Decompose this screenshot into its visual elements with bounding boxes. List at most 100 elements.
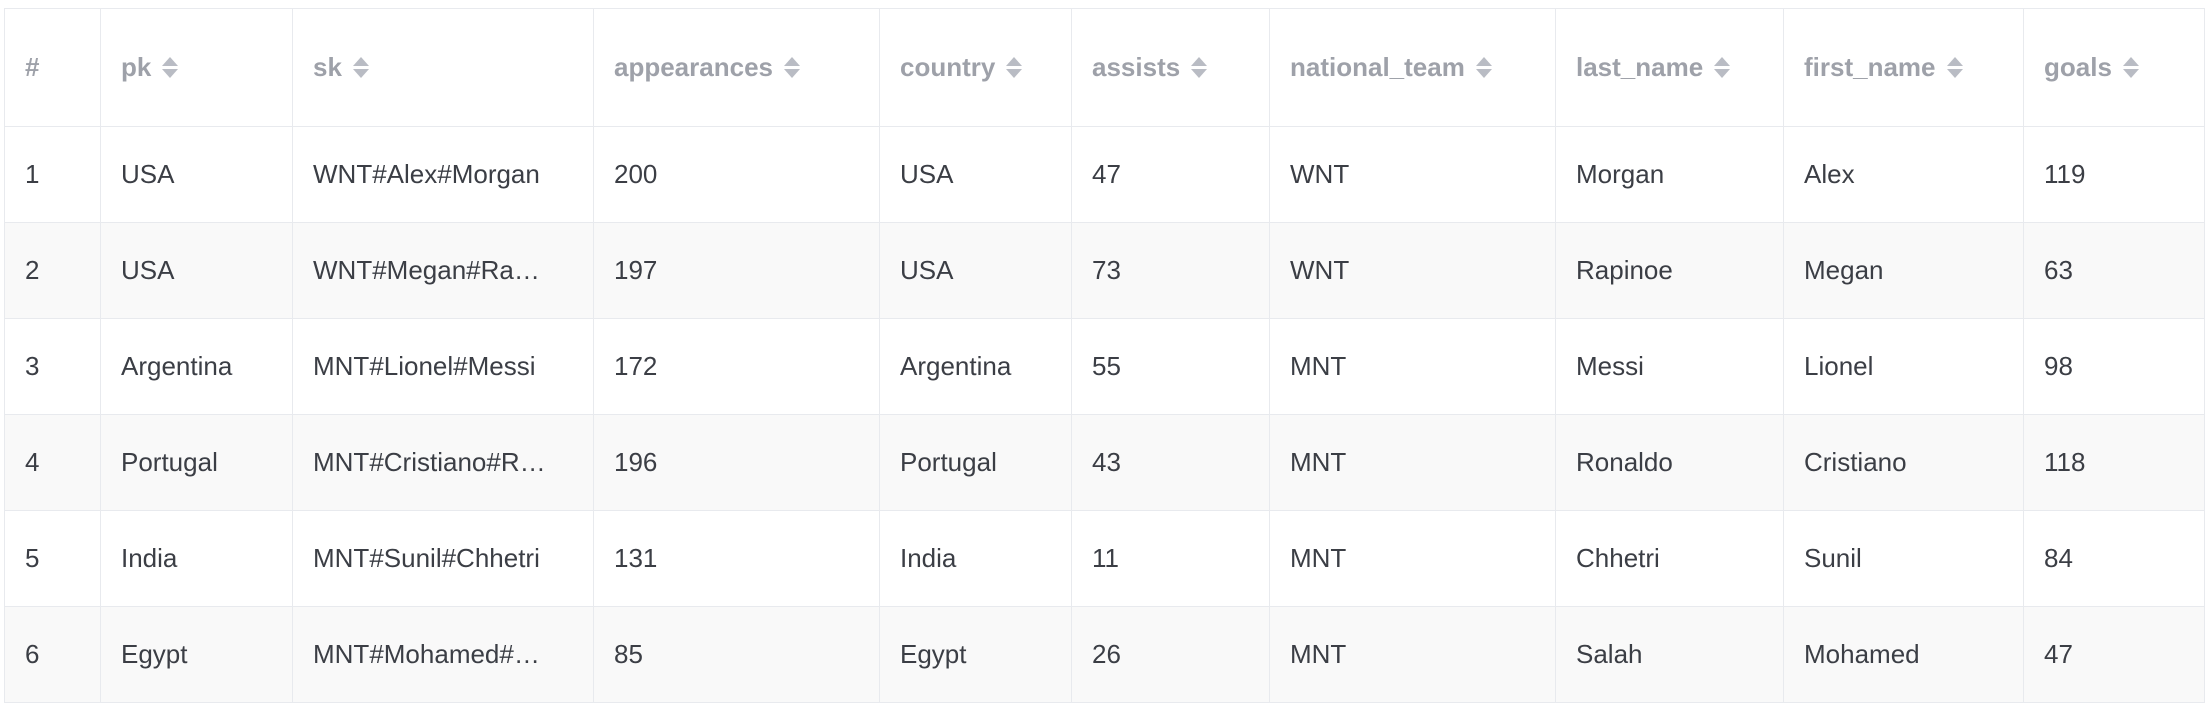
table-cell-sk: WNT#Megan#Ra…: [292, 222, 594, 319]
sort-descending-icon: [1475, 69, 1492, 78]
column-header-content: sk: [313, 52, 369, 83]
table-cell-first-name: Megan: [1783, 222, 2024, 319]
sort-icon[interactable]: [1714, 57, 1731, 78]
column-header-label: first_name: [1804, 52, 1936, 82]
sort-icon[interactable]: [1191, 57, 1208, 78]
table-cell-country: Egypt: [879, 606, 1072, 703]
table-cell-sk: MNT#Lionel#Messi: [292, 318, 594, 415]
table-cell-sk: MNT#Cristiano#R…: [292, 414, 594, 511]
table-row[interactable]: 4 Portugal MNT#Cristiano#R… 196 Portugal 43 MN…: [4, 414, 2205, 511]
table-cell-country: USA: [879, 222, 1072, 319]
table-cell-sk: MNT#Mohamed#…: [292, 606, 594, 703]
table-cell-goals: 84: [2023, 510, 2205, 607]
table-cell-pk: USA: [100, 126, 293, 223]
sort-ascending-icon: [1946, 57, 1963, 66]
table-cell-assists: 47: [1071, 126, 1270, 223]
table-cell-goals: 63: [2023, 222, 2205, 319]
table-header: # pk sk appearances country assists national_t…: [4, 8, 2205, 127]
sort-ascending-icon: [1191, 57, 1208, 66]
table-cell-pk: India: [100, 510, 293, 607]
table-cell-country: India: [879, 510, 1072, 607]
column-header-label: national_team: [1290, 52, 1465, 82]
table-row[interactable]: 3 Argentina MNT#Lionel#Messi 172 Argentina 55…: [4, 318, 2205, 415]
column-header-content: first_name: [1804, 52, 1963, 83]
table-cell-national-team: MNT: [1269, 606, 1556, 703]
sort-icon[interactable]: [783, 57, 800, 78]
column-header-goals[interactable]: goals: [2023, 8, 2205, 127]
table-cell-appearances: 131: [593, 510, 880, 607]
table-cell-index: 1: [4, 126, 101, 223]
data-table: # pk sk appearances country assists national_t…: [4, 8, 2205, 703]
table-row[interactable]: 5 India MNT#Sunil#Chhetri 131 India 11 MNT Chhe…: [4, 510, 2205, 607]
table-cell-appearances: 196: [593, 414, 880, 511]
column-header-national-team[interactable]: national_team: [1269, 8, 1556, 127]
column-header-label: assists: [1092, 52, 1181, 82]
sort-icon[interactable]: [1475, 57, 1492, 78]
table-cell-pk: USA: [100, 222, 293, 319]
sort-ascending-icon: [1475, 57, 1492, 66]
sort-icon[interactable]: [1946, 57, 1963, 78]
sort-ascending-icon: [1006, 57, 1023, 66]
column-header-assists[interactable]: assists: [1071, 8, 1270, 127]
table-cell-first-name: Alex: [1783, 126, 2024, 223]
column-header-country[interactable]: country: [879, 8, 1072, 127]
sort-descending-icon: [2122, 69, 2139, 78]
column-header-sk[interactable]: sk: [292, 8, 594, 127]
table-cell-first-name: Sunil: [1783, 510, 2024, 607]
table-cell-country: Portugal: [879, 414, 1072, 511]
column-header-content: assists: [1092, 52, 1208, 83]
table-cell-last-name: Rapinoe: [1555, 222, 1784, 319]
table-cell-national-team: MNT: [1269, 414, 1556, 511]
sort-descending-icon: [352, 69, 369, 78]
table-cell-appearances: 85: [593, 606, 880, 703]
table-cell-national-team: MNT: [1269, 318, 1556, 415]
table-row[interactable]: 1 USA WNT#Alex#Morgan 200 USA 47 WNT Morgan Alex…: [4, 126, 2205, 223]
table-cell-pk: Portugal: [100, 414, 293, 511]
column-header-last-name[interactable]: last_name: [1555, 8, 1784, 127]
column-header-label: last_name: [1576, 52, 1704, 82]
sort-icon[interactable]: [2122, 57, 2139, 78]
sort-ascending-icon: [352, 57, 369, 66]
column-header-first-name[interactable]: first_name: [1783, 8, 2024, 127]
column-header-content: pk: [121, 52, 179, 83]
sort-icon[interactable]: [352, 57, 369, 78]
column-header-content: last_name: [1576, 52, 1731, 83]
sort-ascending-icon: [1714, 57, 1731, 66]
table-cell-index: 2: [4, 222, 101, 319]
header-row: # pk sk appearances country assists national_t…: [4, 8, 2205, 127]
table-cell-national-team: MNT: [1269, 510, 1556, 607]
table-cell-index: 6: [4, 606, 101, 703]
table-cell-appearances: 200: [593, 126, 880, 223]
sort-descending-icon: [1946, 69, 1963, 78]
column-header-index: #: [4, 8, 101, 127]
table-cell-goals: 98: [2023, 318, 2205, 415]
table-cell-last-name: Morgan: [1555, 126, 1784, 223]
data-table-container: # pk sk appearances country assists national_t…: [4, 8, 2205, 703]
sort-descending-icon: [1714, 69, 1731, 78]
table-cell-national-team: WNT: [1269, 126, 1556, 223]
column-header-content: country: [900, 52, 1023, 83]
table-row[interactable]: 6 Egypt MNT#Mohamed#… 85 Egypt 26 MNT Salah Moha…: [4, 606, 2205, 703]
table-body: 1 USA WNT#Alex#Morgan 200 USA 47 WNT Morgan Alex…: [4, 126, 2205, 703]
table-cell-appearances: 172: [593, 318, 880, 415]
table-cell-goals: 47: [2023, 606, 2205, 703]
table-cell-last-name: Messi: [1555, 318, 1784, 415]
column-header-pk[interactable]: pk: [100, 8, 293, 127]
table-cell-goals: 119: [2023, 126, 2205, 223]
table-cell-index: 3: [4, 318, 101, 415]
table-cell-appearances: 197: [593, 222, 880, 319]
table-cell-pk: Egypt: [100, 606, 293, 703]
table-cell-last-name: Salah: [1555, 606, 1784, 703]
sort-ascending-icon: [2122, 57, 2139, 66]
table-cell-country: USA: [879, 126, 1072, 223]
sort-icon[interactable]: [1006, 57, 1023, 78]
table-cell-assists: 73: [1071, 222, 1270, 319]
table-cell-goals: 118: [2023, 414, 2205, 511]
sort-descending-icon: [162, 69, 179, 78]
table-cell-assists: 11: [1071, 510, 1270, 607]
column-header-content: goals: [2044, 52, 2139, 83]
table-row[interactable]: 2 USA WNT#Megan#Ra… 197 USA 73 WNT Rapinoe Megan…: [4, 222, 2205, 319]
table-cell-index: 4: [4, 414, 101, 511]
column-header-appearances[interactable]: appearances: [593, 8, 880, 127]
sort-icon[interactable]: [162, 57, 179, 78]
